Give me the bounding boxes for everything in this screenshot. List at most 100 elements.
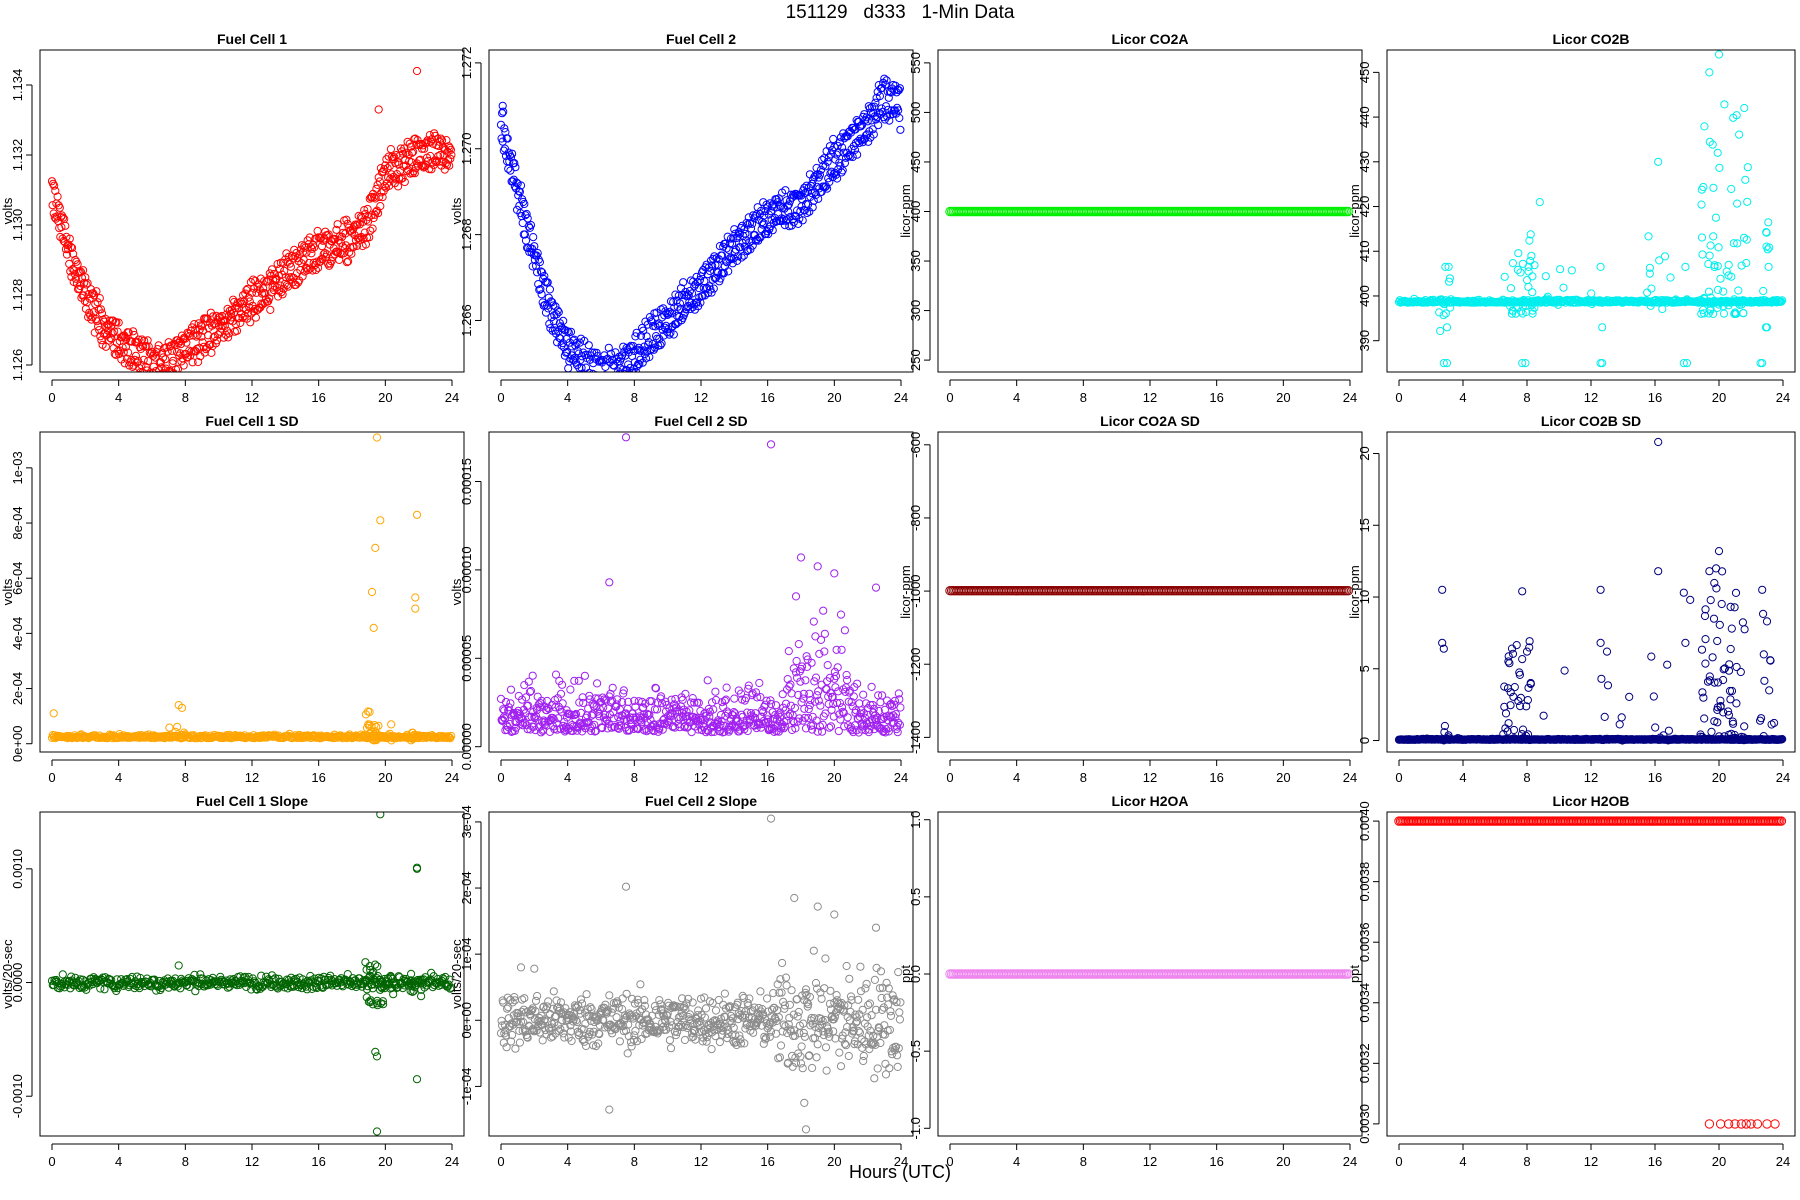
data-point xyxy=(374,105,383,114)
x-tick-label: 4 xyxy=(115,390,122,405)
data-point xyxy=(76,267,86,276)
data-point xyxy=(1697,200,1706,209)
data-point xyxy=(167,368,176,372)
data-point xyxy=(1654,437,1663,447)
data-point xyxy=(804,705,813,714)
data-point xyxy=(843,713,852,722)
data-point xyxy=(608,381,615,388)
data-point xyxy=(737,253,746,262)
data-point xyxy=(552,310,561,319)
data-point xyxy=(1596,262,1605,271)
data-point xyxy=(118,343,127,352)
data-point xyxy=(790,718,799,727)
data-point xyxy=(237,299,247,308)
data-point xyxy=(92,287,101,296)
data-point xyxy=(62,250,72,259)
data-point xyxy=(751,709,760,718)
x-tick-label: 12 xyxy=(245,770,259,785)
data-point xyxy=(313,226,322,236)
data-point xyxy=(302,264,312,273)
data-point xyxy=(408,734,417,744)
data-point xyxy=(64,245,73,254)
data-point xyxy=(847,698,856,707)
data-point xyxy=(215,322,224,331)
panel-title: Fuel Cell 1 Slope xyxy=(196,793,308,809)
data-point xyxy=(1722,296,1732,305)
data-point xyxy=(896,125,905,134)
data-point xyxy=(800,713,810,722)
y-tick-label: 0e+00 xyxy=(10,725,25,762)
data-point xyxy=(758,220,767,229)
data-point xyxy=(400,177,409,187)
data-point xyxy=(303,236,312,245)
y-axis-label: volts xyxy=(449,197,464,224)
data-point xyxy=(349,733,358,742)
data-point xyxy=(537,290,546,299)
data-point xyxy=(580,718,589,728)
data-point xyxy=(1715,735,1724,744)
panel-title: Licor CO2A xyxy=(1111,31,1188,47)
y-tick-label: -1400 xyxy=(908,721,923,754)
data-point xyxy=(1660,252,1670,261)
y-tick-label: 1.130 xyxy=(10,209,25,242)
data-point xyxy=(59,213,68,222)
data-point xyxy=(1720,100,1729,109)
data-point xyxy=(1559,283,1568,292)
data-point xyxy=(336,238,345,247)
data-point xyxy=(1711,213,1721,222)
data-point xyxy=(656,341,665,350)
data-point xyxy=(1517,730,1527,739)
data-point xyxy=(512,178,521,187)
data-point xyxy=(1698,250,1707,259)
data-point xyxy=(665,307,675,316)
data-point xyxy=(607,373,614,380)
data-point xyxy=(551,670,561,679)
data-point xyxy=(1762,242,1771,251)
data-point xyxy=(1504,719,1513,728)
data-point xyxy=(65,234,74,243)
data-point xyxy=(1507,644,1517,653)
data-point xyxy=(558,699,567,708)
data-point xyxy=(1730,603,1739,612)
data-point xyxy=(1664,726,1674,735)
data-point xyxy=(644,338,653,347)
data-point xyxy=(1505,659,1514,668)
data-point xyxy=(800,704,809,713)
data-point xyxy=(504,703,513,712)
data-point xyxy=(1500,272,1509,281)
data-series xyxy=(496,433,905,737)
data-point xyxy=(1510,734,1519,743)
data-point xyxy=(1739,733,1748,742)
data-point xyxy=(442,733,451,742)
data-point xyxy=(278,290,287,299)
data-point xyxy=(809,196,818,205)
data-point xyxy=(151,353,160,362)
data-point xyxy=(1438,638,1447,648)
data-point xyxy=(421,139,430,148)
data-point xyxy=(1710,678,1719,687)
data-point xyxy=(852,726,861,735)
data-point xyxy=(803,662,812,672)
data-point xyxy=(305,258,314,268)
data-point xyxy=(534,280,543,289)
data-point xyxy=(619,689,628,698)
data-point xyxy=(446,145,455,154)
data-point xyxy=(368,731,377,740)
data-point xyxy=(790,703,800,713)
data-point xyxy=(514,187,523,196)
data-point xyxy=(95,294,104,303)
data-point xyxy=(102,322,111,331)
data-point xyxy=(864,137,873,146)
data-point xyxy=(1713,148,1722,157)
data-point xyxy=(1527,301,1536,310)
data-point xyxy=(173,722,182,732)
data-point xyxy=(808,725,817,734)
data-point xyxy=(549,317,558,326)
data-point xyxy=(791,592,801,601)
data-point xyxy=(700,277,709,286)
data-point xyxy=(836,162,845,171)
data-point xyxy=(1343,586,1354,596)
data-point xyxy=(526,221,536,230)
data-point xyxy=(1715,732,1724,741)
